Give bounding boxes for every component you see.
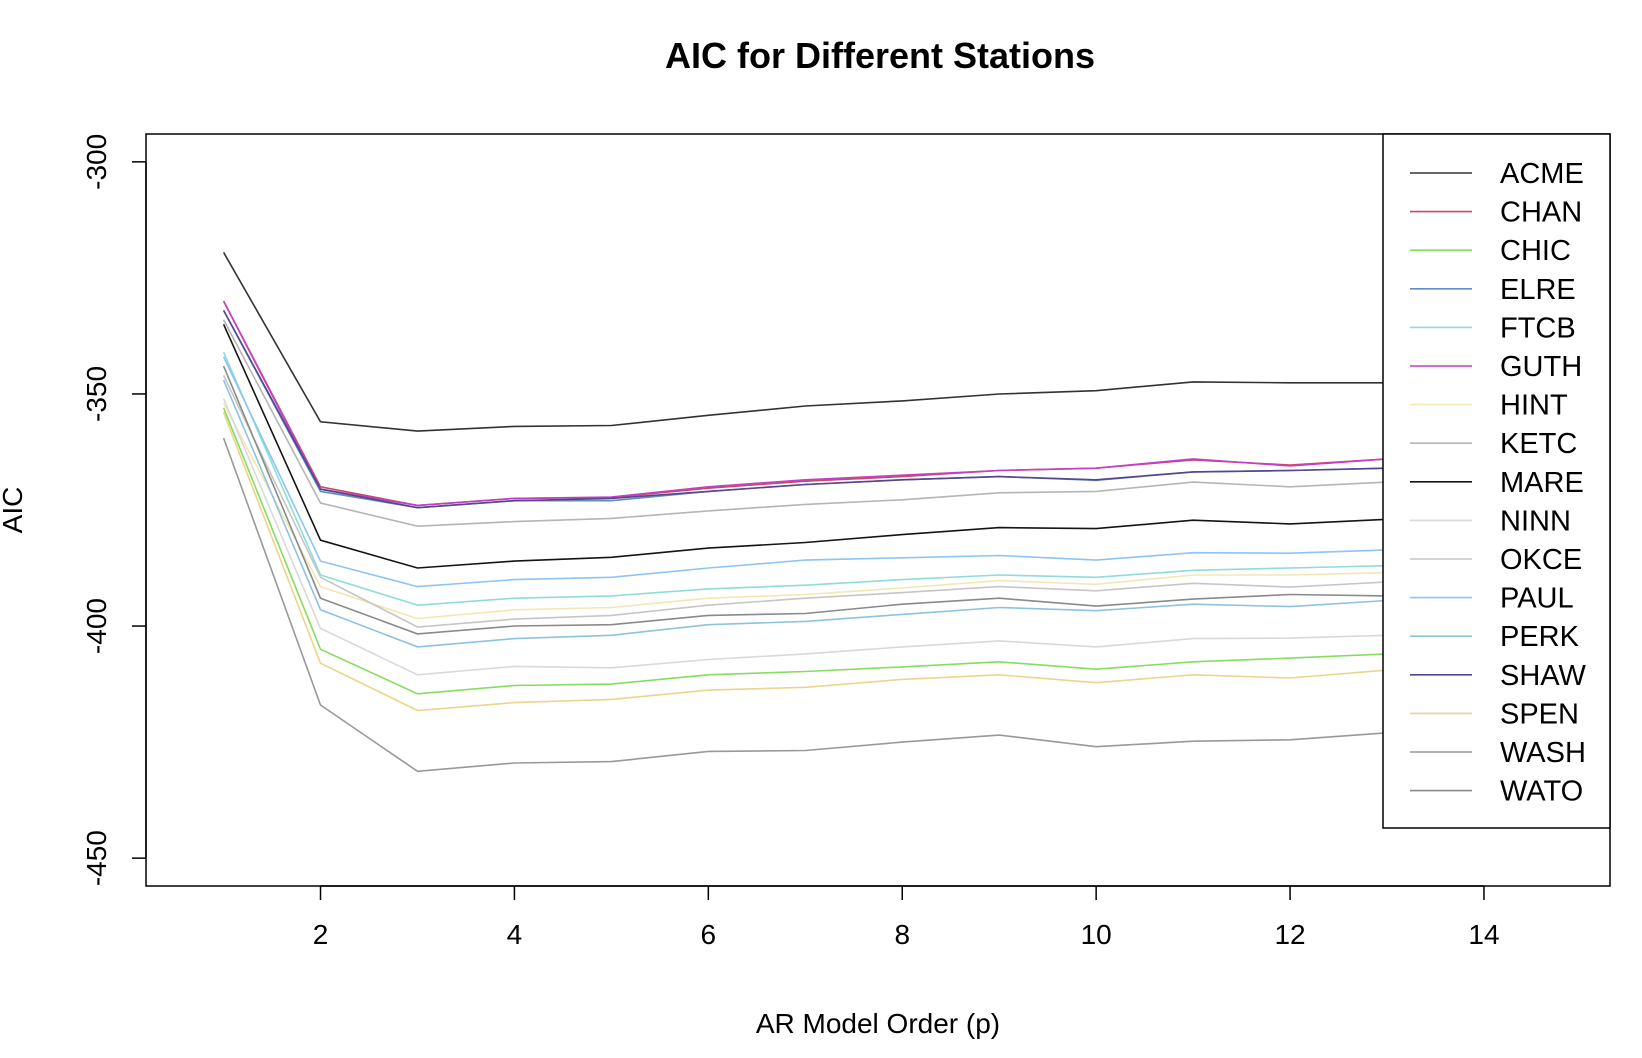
series-line-chic [222,407,1581,695]
legend-label-wash: WASH [1500,737,1586,769]
x-axis-label: AR Model Order (p) [756,1008,1000,1039]
series-line-ftcb [222,351,1581,607]
legend-label-hint: HINT [1500,390,1568,422]
y-axis: -450 -400 -350 -300 [81,134,147,886]
x-tick-label: 8 [894,919,910,950]
series-line-ketc [222,319,1581,528]
series-line-guth [222,300,1581,507]
series-line-mare [222,323,1581,569]
legend-label-ftcb: FTCB [1500,312,1576,344]
x-tick-label: 12 [1274,919,1305,950]
legend-label-ketc: KETC [1500,428,1577,460]
legend: ACME CHAN CHIC ELRE FTCB GUTH HINT KETC MARE NINN… [1382,133,1611,829]
legend-label-perk: PERK [1500,621,1580,653]
series-group [222,252,1581,773]
y-axis-label: AIC [0,487,28,534]
series-line-elre [222,310,1581,509]
legend-label-paul: PAUL [1500,583,1574,615]
legend-label-guth: GUTH [1500,351,1582,383]
series-line-shaw [222,310,1581,509]
series-line-acme [222,252,1581,432]
legend-label-wato: WATO [1500,776,1583,808]
y-tick-label: -400 [81,598,112,654]
legend-label-acme: ACME [1500,158,1584,190]
x-tick-label: 2 [313,919,329,950]
legend-label-chan: CHAN [1500,197,1582,229]
y-tick-label: -450 [81,830,112,886]
legend-label-elre: ELRE [1500,274,1576,306]
x-tick-label: 6 [701,919,717,950]
series-line-ninn [222,398,1581,676]
x-axis: 2 4 6 8 10 12 14 [313,885,1500,950]
legend-label-mare: MARE [1500,467,1584,499]
series-line-perk [222,379,1581,648]
x-tick-label: 14 [1468,919,1499,950]
series-line-wash [222,437,1581,773]
chart-title: AIC for Different Stations [665,35,1095,76]
series-line-spen [222,412,1581,712]
legend-label-spen: SPEN [1500,698,1579,730]
x-tick-label: 10 [1081,919,1112,950]
series-line-paul [222,356,1581,588]
legend-label-shaw: SHAW [1500,660,1587,692]
series-line-hint [222,402,1581,620]
y-tick-label: -350 [81,366,112,422]
legend-label-okce: OKCE [1500,544,1582,576]
legend-label-chic: CHIC [1500,235,1571,267]
y-tick-label: -300 [81,134,112,190]
series-line-wato [222,365,1581,635]
legend-label-ninn: NINN [1500,505,1571,537]
series-line-okce [222,375,1581,628]
x-tick-label: 4 [507,919,523,950]
